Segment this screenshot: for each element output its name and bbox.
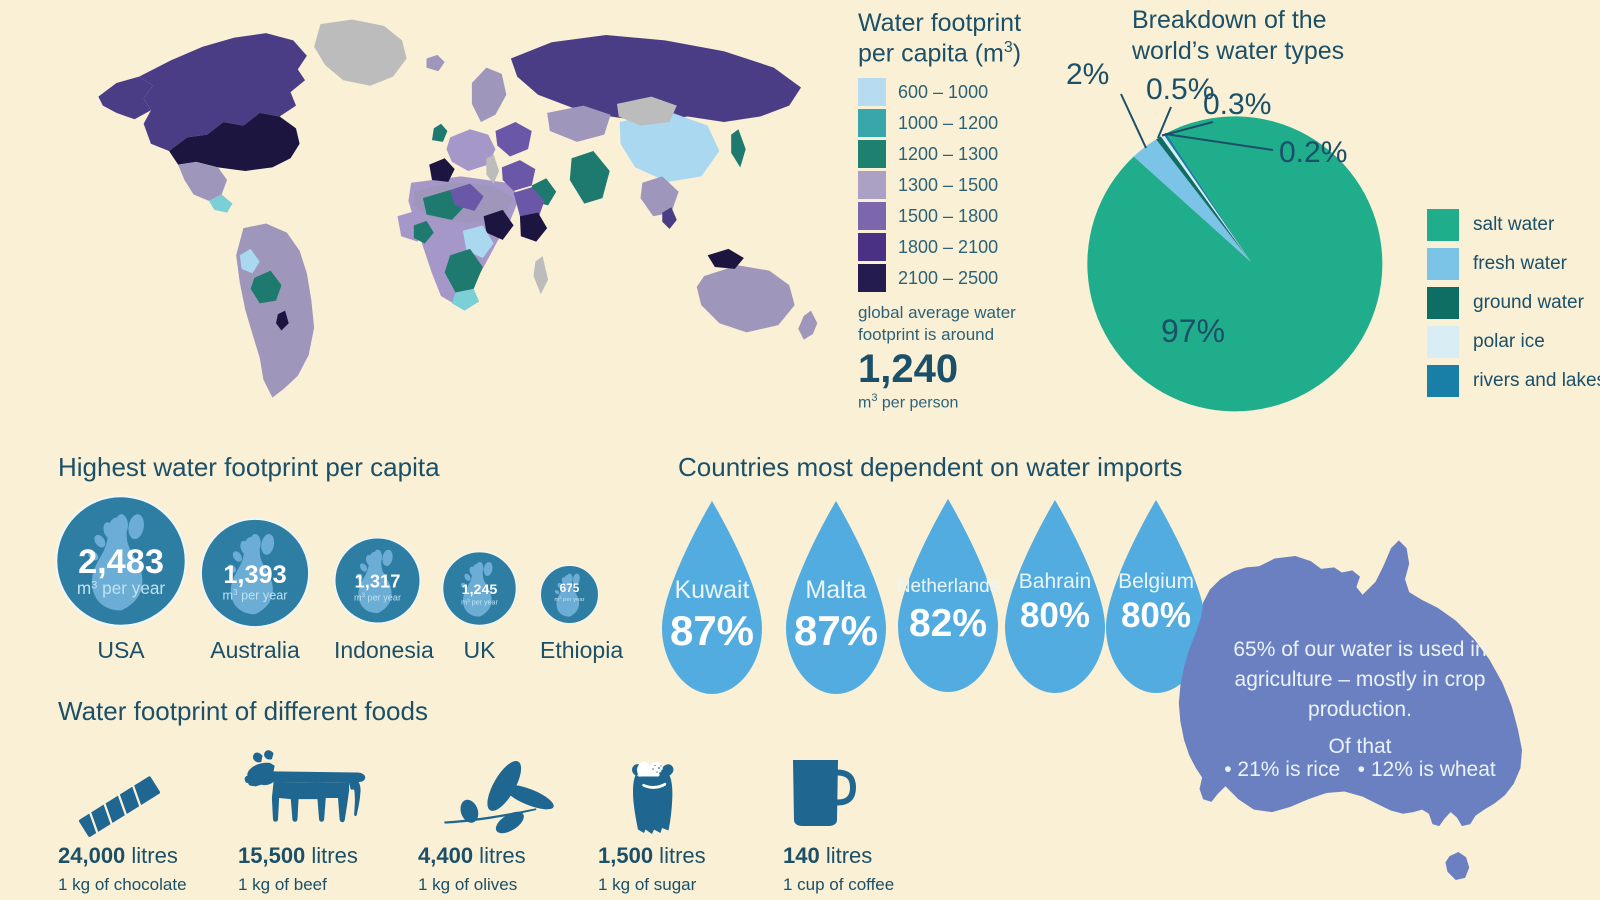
svg-text:Netherlands: Netherlands (897, 576, 999, 597)
svg-text:87%: 87% (794, 607, 878, 654)
svg-text:80%: 80% (1020, 596, 1090, 635)
svg-text:87%: 87% (670, 607, 754, 654)
svg-text:Kuwait: Kuwait (674, 576, 749, 604)
svg-text:Bahrain: Bahrain (1019, 570, 1091, 593)
svg-text:Malta: Malta (805, 576, 866, 604)
svg-text:82%: 82% (909, 602, 987, 645)
